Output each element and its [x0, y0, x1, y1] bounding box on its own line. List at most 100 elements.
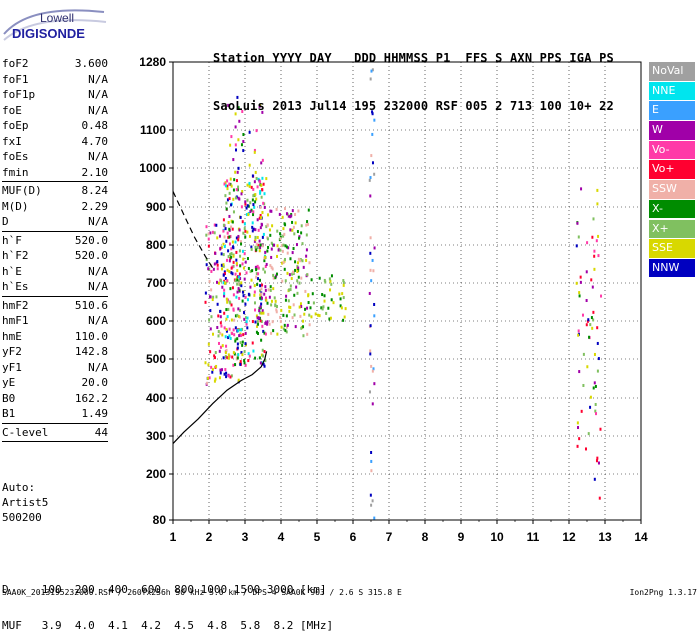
param-name: B1 — [2, 407, 16, 420]
echo-point — [301, 259, 304, 263]
echo-point — [587, 318, 590, 322]
echo-point — [235, 236, 238, 240]
echo-point — [220, 245, 223, 249]
echo-point — [241, 327, 244, 331]
y-tick-label: 600 — [146, 314, 166, 328]
echo-point — [229, 182, 232, 186]
echo-point — [299, 259, 302, 263]
echo-point — [264, 288, 267, 292]
echo-point — [287, 299, 290, 303]
echo-point — [242, 257, 245, 261]
echo-point — [236, 313, 239, 317]
echo-point — [265, 225, 268, 229]
echo-point — [370, 459, 373, 463]
echo-point — [230, 271, 233, 275]
echo-point — [233, 178, 236, 182]
echo-point — [216, 325, 219, 329]
echo-point — [256, 185, 259, 189]
echo-point — [229, 336, 232, 340]
echo-point — [264, 359, 267, 363]
echo-point — [260, 292, 263, 296]
echo-point — [307, 208, 310, 212]
echo-point — [256, 246, 259, 250]
echo-point — [576, 221, 579, 225]
echo-point — [228, 374, 231, 378]
echo-point — [290, 277, 293, 281]
echo-point — [224, 355, 227, 359]
echo-point — [305, 258, 308, 262]
echo-point — [262, 201, 265, 205]
echo-point — [213, 262, 216, 266]
echo-point — [260, 161, 263, 165]
echo-point — [243, 252, 246, 256]
echo-point — [255, 248, 258, 252]
echo-point — [293, 232, 296, 236]
echo-point — [591, 285, 594, 289]
echo-point — [204, 291, 207, 295]
echo-point — [338, 292, 341, 296]
echo-point — [256, 218, 259, 222]
echo-point — [231, 272, 234, 276]
echo-point — [371, 112, 374, 116]
echo-point — [251, 320, 254, 324]
echo-point — [243, 311, 246, 315]
echo-point — [230, 225, 233, 229]
echo-point — [213, 223, 216, 227]
param-value: 520.0 — [74, 249, 108, 262]
echo-point — [240, 351, 243, 355]
echo-point — [223, 292, 226, 296]
echo-point — [213, 231, 216, 235]
echo-point — [317, 313, 320, 317]
echo-point — [239, 254, 242, 258]
echo-point — [226, 179, 229, 183]
echo-point — [302, 334, 305, 338]
param-name: foEp — [2, 119, 29, 132]
echo-point — [267, 213, 270, 217]
y-tick-label: 1000 — [139, 161, 166, 175]
echo-point — [275, 254, 278, 258]
echo-point — [235, 179, 238, 183]
echo-point — [578, 294, 581, 298]
param-row: h`F2 520.0 — [2, 248, 108, 264]
autoscaling-info: Auto: Artist5 500200 — [2, 480, 48, 525]
build-number: 500200 — [2, 511, 42, 524]
echo-point — [222, 218, 225, 222]
echo-point — [280, 244, 283, 248]
echo-point — [231, 240, 234, 244]
echo-point — [592, 386, 595, 390]
y-tick-label: 700 — [146, 276, 166, 290]
echo-point — [259, 284, 262, 288]
echo-point — [256, 277, 259, 281]
echo-point — [343, 315, 346, 319]
echo-point — [221, 333, 224, 337]
echo-point — [238, 228, 241, 232]
echo-point — [211, 370, 214, 374]
echo-point — [242, 333, 245, 337]
header-line-1: Station YYYY DAY DDD HHMMSS P1 FFS S AXN… — [213, 51, 614, 65]
echo-point — [253, 150, 256, 154]
echo-point — [575, 244, 578, 248]
echo-point — [368, 291, 371, 295]
echo-point — [245, 320, 248, 324]
echo-point — [253, 284, 256, 288]
echo-point — [222, 273, 225, 277]
echo-point — [219, 371, 222, 375]
echo-point — [225, 348, 228, 352]
echo-point — [226, 198, 229, 202]
echo-point — [259, 189, 262, 193]
echo-point — [278, 212, 281, 216]
echo-point — [257, 322, 260, 326]
echo-point — [220, 279, 223, 283]
echo-point — [244, 235, 247, 239]
echo-point — [237, 353, 240, 357]
echo-point — [373, 314, 376, 318]
echo-point — [237, 307, 240, 311]
echo-point — [320, 306, 323, 310]
echo-point — [204, 361, 207, 365]
echo-point — [217, 334, 220, 338]
echo-point — [265, 177, 268, 181]
echo-point — [228, 227, 231, 231]
echo-point — [578, 370, 581, 374]
echo-point — [232, 188, 235, 192]
echo-point — [246, 204, 249, 208]
